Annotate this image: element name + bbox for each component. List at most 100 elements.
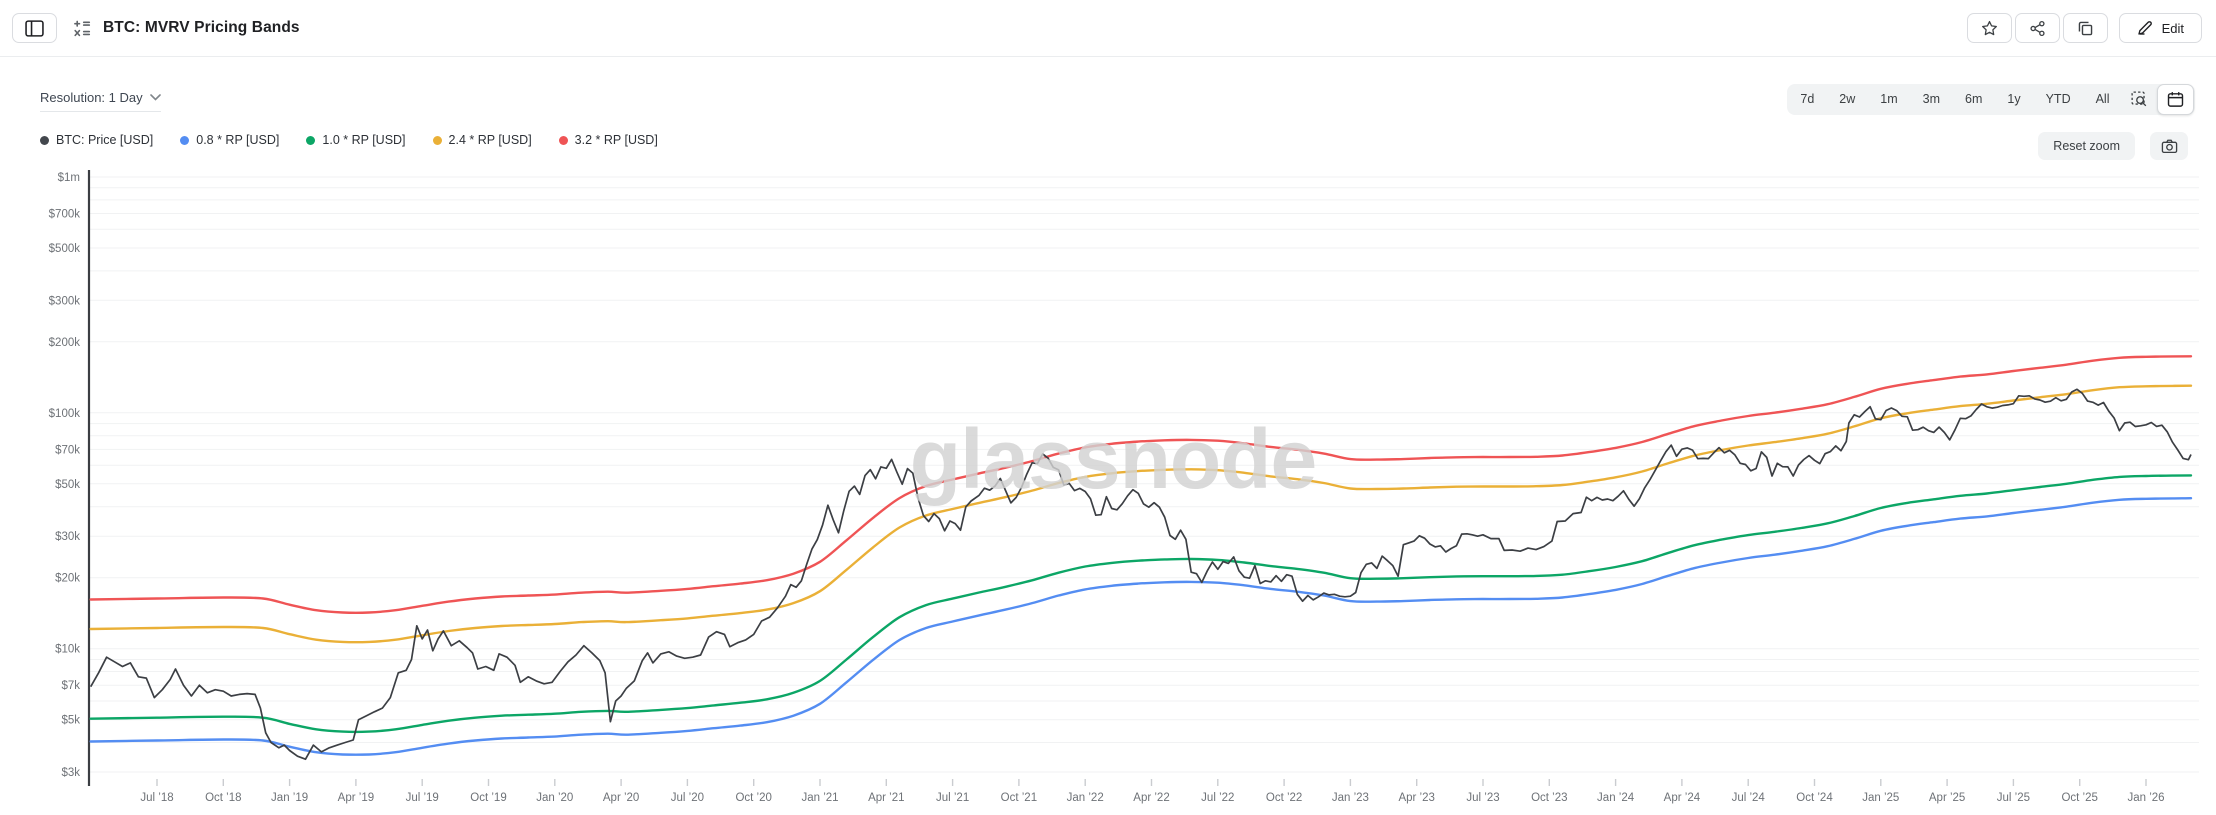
legend-item[interactable]: 2.4 * RP [USD] (432, 133, 532, 147)
band-line (89, 384, 2193, 644)
timerange-all[interactable]: All (2095, 92, 2110, 106)
svg-text:Jul ’20: Jul ’20 (671, 792, 704, 804)
svg-text:$100k: $100k (49, 408, 81, 420)
svg-text:Jul ’22: Jul ’22 (1201, 792, 1234, 804)
svg-text:$10k: $10k (55, 644, 80, 656)
pencil-icon (2137, 21, 2152, 35)
edit-button-label: Edit (2161, 20, 2184, 36)
svg-text:Apr ’19: Apr ’19 (338, 792, 374, 804)
legend-item[interactable]: 0.8 * RP [USD] (180, 133, 279, 147)
timerange-6m[interactable]: 6m (1965, 92, 1983, 106)
svg-text:Apr ’22: Apr ’22 (1133, 792, 1169, 804)
glassnode-watermark: glassnode (910, 412, 1316, 506)
svg-text:Jul ’23: Jul ’23 (1466, 792, 1499, 804)
svg-text:Jan ’24: Jan ’24 (1597, 792, 1635, 804)
legend-dot (40, 135, 49, 145)
svg-text:Jul ’21: Jul ’21 (936, 792, 969, 804)
svg-text:Oct ’22: Oct ’22 (1266, 792, 1302, 804)
chevron-down-icon (149, 94, 161, 101)
svg-text:Oct ’18: Oct ’18 (205, 792, 241, 804)
svg-text:$700k: $700k (49, 209, 81, 221)
sidebar-toggle-button[interactable] (12, 13, 57, 43)
legend-item[interactable]: 3.2 * RP [USD] (558, 133, 658, 147)
favorite-button[interactable] (1966, 13, 2012, 43)
svg-text:$500k: $500k (49, 243, 81, 255)
timerange-1m[interactable]: 1m (1880, 92, 1898, 106)
resolution-label: Resolution: 1 Day (40, 90, 143, 105)
svg-text:Oct ’23: Oct ’23 (1531, 792, 1567, 804)
svg-text:Jan ’25: Jan ’25 (1862, 792, 1899, 804)
band-line (89, 474, 2193, 734)
svg-text:Jul ’25: Jul ’25 (1997, 792, 2030, 804)
reset-zoom-button[interactable]: Reset zoom (2038, 132, 2135, 160)
formula-icon (73, 19, 92, 38)
svg-text:Jan ’22: Jan ’22 (1067, 792, 1104, 804)
svg-text:$300k: $300k (49, 295, 81, 307)
svg-text:Jul ’19: Jul ’19 (406, 792, 439, 804)
legend-label: 2.4 * RP [USD] (448, 133, 532, 147)
svg-text:Jan ’23: Jan ’23 (1332, 792, 1369, 804)
camera-icon (2161, 139, 2177, 153)
svg-text:Oct ’25: Oct ’25 (2061, 792, 2097, 804)
legend-dot (558, 135, 568, 145)
svg-text:$3k: $3k (61, 767, 80, 779)
resolution-dropdown[interactable]: Resolution: 1 Day (40, 90, 161, 112)
legend-label: 3.2 * RP [USD] (574, 133, 658, 147)
svg-text:Oct ’19: Oct ’19 (470, 792, 506, 804)
legend-item[interactable]: BTC: Price [USD] (40, 133, 153, 147)
band-line (89, 355, 2193, 614)
copy-icon (2078, 21, 2092, 35)
btc-price-line (89, 388, 2192, 761)
edit-button[interactable]: Edit (2118, 13, 2202, 43)
zoom-area-button[interactable] (2122, 91, 2157, 108)
svg-text:$50k: $50k (55, 479, 80, 491)
legend-dot (180, 135, 190, 145)
svg-text:$200k: $200k (49, 337, 81, 349)
share-button[interactable] (2014, 13, 2060, 43)
sidebar-icon (25, 19, 44, 37)
svg-text:Apr ’25: Apr ’25 (1929, 792, 1965, 804)
timerange-1y[interactable]: 1y (2007, 92, 2021, 106)
legend-label: 1.0 * RP [USD] (322, 133, 406, 147)
calendar-button[interactable] (2157, 84, 2194, 115)
timerange-3m[interactable]: 3m (1922, 92, 1941, 106)
timerange-7d[interactable]: 7d (1800, 92, 1815, 106)
timerange-ytd[interactable]: YTD (2045, 92, 2071, 106)
legend-dot (432, 135, 442, 145)
header: BTC: MVRV Pricing Bands (0, 0, 2216, 57)
gridlines (88, 176, 2199, 773)
page-title: BTC: MVRV Pricing Bands (103, 19, 300, 36)
svg-text:Oct ’20: Oct ’20 (735, 792, 771, 804)
timerange-control: 7d 2w 1m 3m 6m 1y YTD All (1786, 84, 2195, 115)
star-icon (1981, 20, 1997, 35)
legend-label: BTC: Price [USD] (56, 133, 154, 147)
svg-text:Oct ’21: Oct ’21 (1001, 792, 1037, 804)
svg-text:Jan ’19: Jan ’19 (271, 792, 308, 804)
timerange-2w[interactable]: 2w (1839, 92, 1856, 106)
header-actions: Edit (1966, 13, 2202, 43)
svg-text:Jul ’24: Jul ’24 (1732, 792, 1766, 804)
chart-legend: BTC: Price [USD] 0.8 * RP [USD] 1.0 * RP [… (40, 133, 658, 147)
svg-text:$5k: $5k (61, 715, 80, 727)
svg-text:Jul ’18: Jul ’18 (140, 792, 173, 804)
y-axis-labels: $1m $700k $500k $300k $200k $100k $70k $50k $30k… (49, 172, 81, 779)
duplicate-button[interactable] (2062, 13, 2108, 43)
band-line (89, 497, 2193, 756)
calendar-icon (2167, 92, 2184, 107)
share-icon (2030, 20, 2045, 36)
svg-text:Jan ’26: Jan ’26 (2127, 792, 2164, 804)
svg-text:Apr ’20: Apr ’20 (603, 792, 639, 804)
x-axis: Jul ’18 Oct ’18 Jan ’19 Apr ’19 Jul ’19 Oct ’… (140, 779, 2165, 804)
svg-text:Jan ’20: Jan ’20 (536, 792, 573, 804)
zoom-area-icon (2131, 91, 2147, 107)
svg-text:Apr ’23: Apr ’23 (1398, 792, 1434, 804)
legend-item[interactable]: 1.0 * RP [USD] (306, 133, 406, 147)
svg-text:Apr ’21: Apr ’21 (868, 792, 904, 804)
svg-text:Jan ’21: Jan ’21 (801, 792, 838, 804)
chart-tools: Reset zoom (2038, 132, 2188, 160)
snapshot-button[interactable] (2150, 132, 2188, 160)
legend-dot (306, 135, 316, 145)
svg-text:Oct ’24: Oct ’24 (1796, 792, 1833, 804)
